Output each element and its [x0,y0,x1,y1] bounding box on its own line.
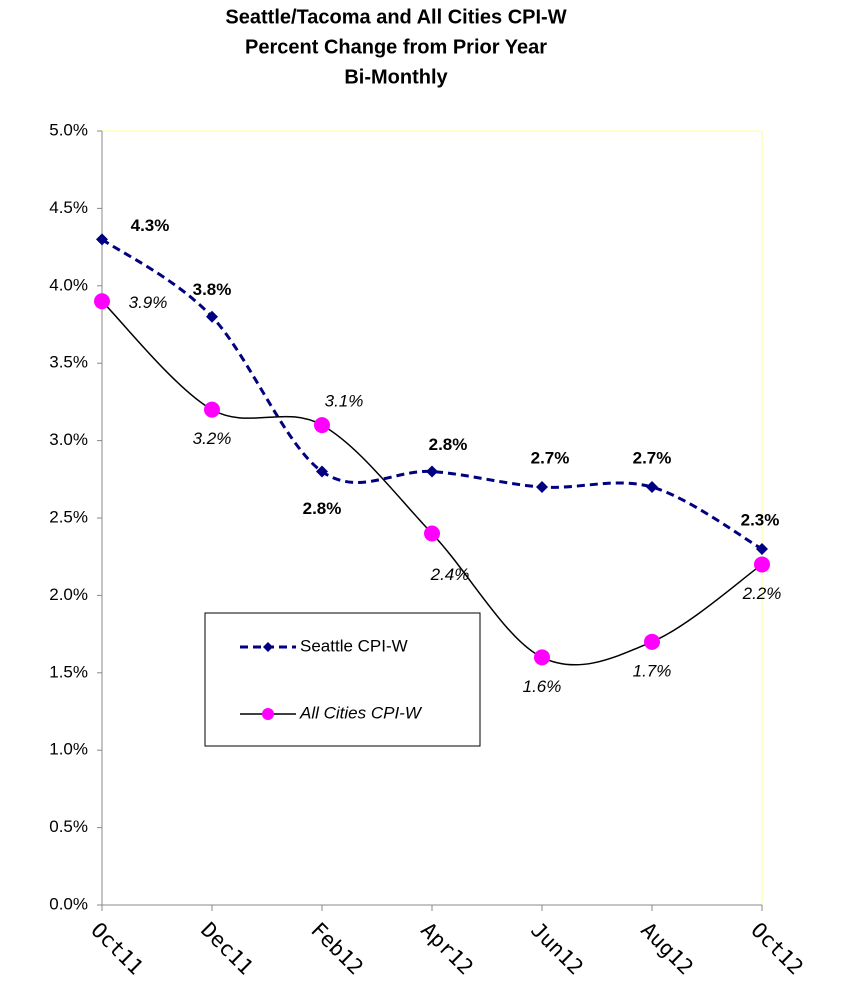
marker [96,233,108,246]
y-tick-label: 5.0% [49,120,88,139]
chart-title: Seattle/Tacoma and All Cities CPI-W [225,6,566,28]
data-label: 2.8% [303,499,342,518]
marker [756,542,768,555]
data-label: 2.4% [430,565,470,584]
marker [424,525,440,542]
y-tick-label: 1.0% [49,740,88,759]
marker [644,633,660,650]
chart-title: Percent Change from Prior Year [245,36,547,58]
y-tick-label: 2.5% [49,507,88,526]
y-tick-label: 0.5% [49,817,88,836]
marker [316,465,328,478]
y-tick-label: 4.0% [49,275,88,294]
marker [754,556,770,573]
x-tick-label: Aug12 [636,918,698,980]
marker [534,649,550,666]
data-label: 3.9% [129,293,168,312]
y-tick-label: 3.0% [49,430,88,449]
x-tick-label: Oct12 [746,918,808,980]
y-tick-label: 0.0% [49,894,88,913]
data-label: 2.7% [531,449,570,468]
y-tick-label: 4.5% [49,198,88,217]
legend-marker [263,642,273,652]
legend-marker [262,708,274,720]
data-label: 3.8% [193,280,232,299]
marker [314,417,330,434]
marker [206,310,218,323]
x-tick-label: Jun12 [526,918,588,980]
marker [204,401,220,418]
x-tick-label: Oct11 [86,918,148,980]
x-tick-label: Dec11 [196,918,258,980]
line [101,300,763,666]
data-label: 1.7% [633,661,672,680]
data-label: 3.2% [193,429,232,448]
y-tick-label: 3.5% [49,353,88,372]
marker [536,481,548,494]
x-tick-label: Feb12 [306,918,368,980]
data-label: 2.8% [429,435,468,454]
data-label: 1.6% [523,677,562,696]
data-label: 2.3% [741,510,780,529]
legend-label: Seattle CPI-W [300,636,408,655]
y-tick-label: 2.0% [49,585,88,604]
marker [426,465,438,478]
legend-label: All Cities CPI-W [299,703,423,722]
marker [646,481,658,494]
marker [94,293,110,310]
data-label: 2.7% [633,449,672,468]
data-label: 2.2% [742,584,782,603]
x-tick-label: Apr12 [416,918,478,980]
data-label: 3.1% [325,392,364,411]
data-label: 4.3% [131,216,170,235]
legend [204,612,481,747]
chart-title: Bi-Monthly [344,66,448,88]
y-tick-label: 1.5% [49,662,88,681]
